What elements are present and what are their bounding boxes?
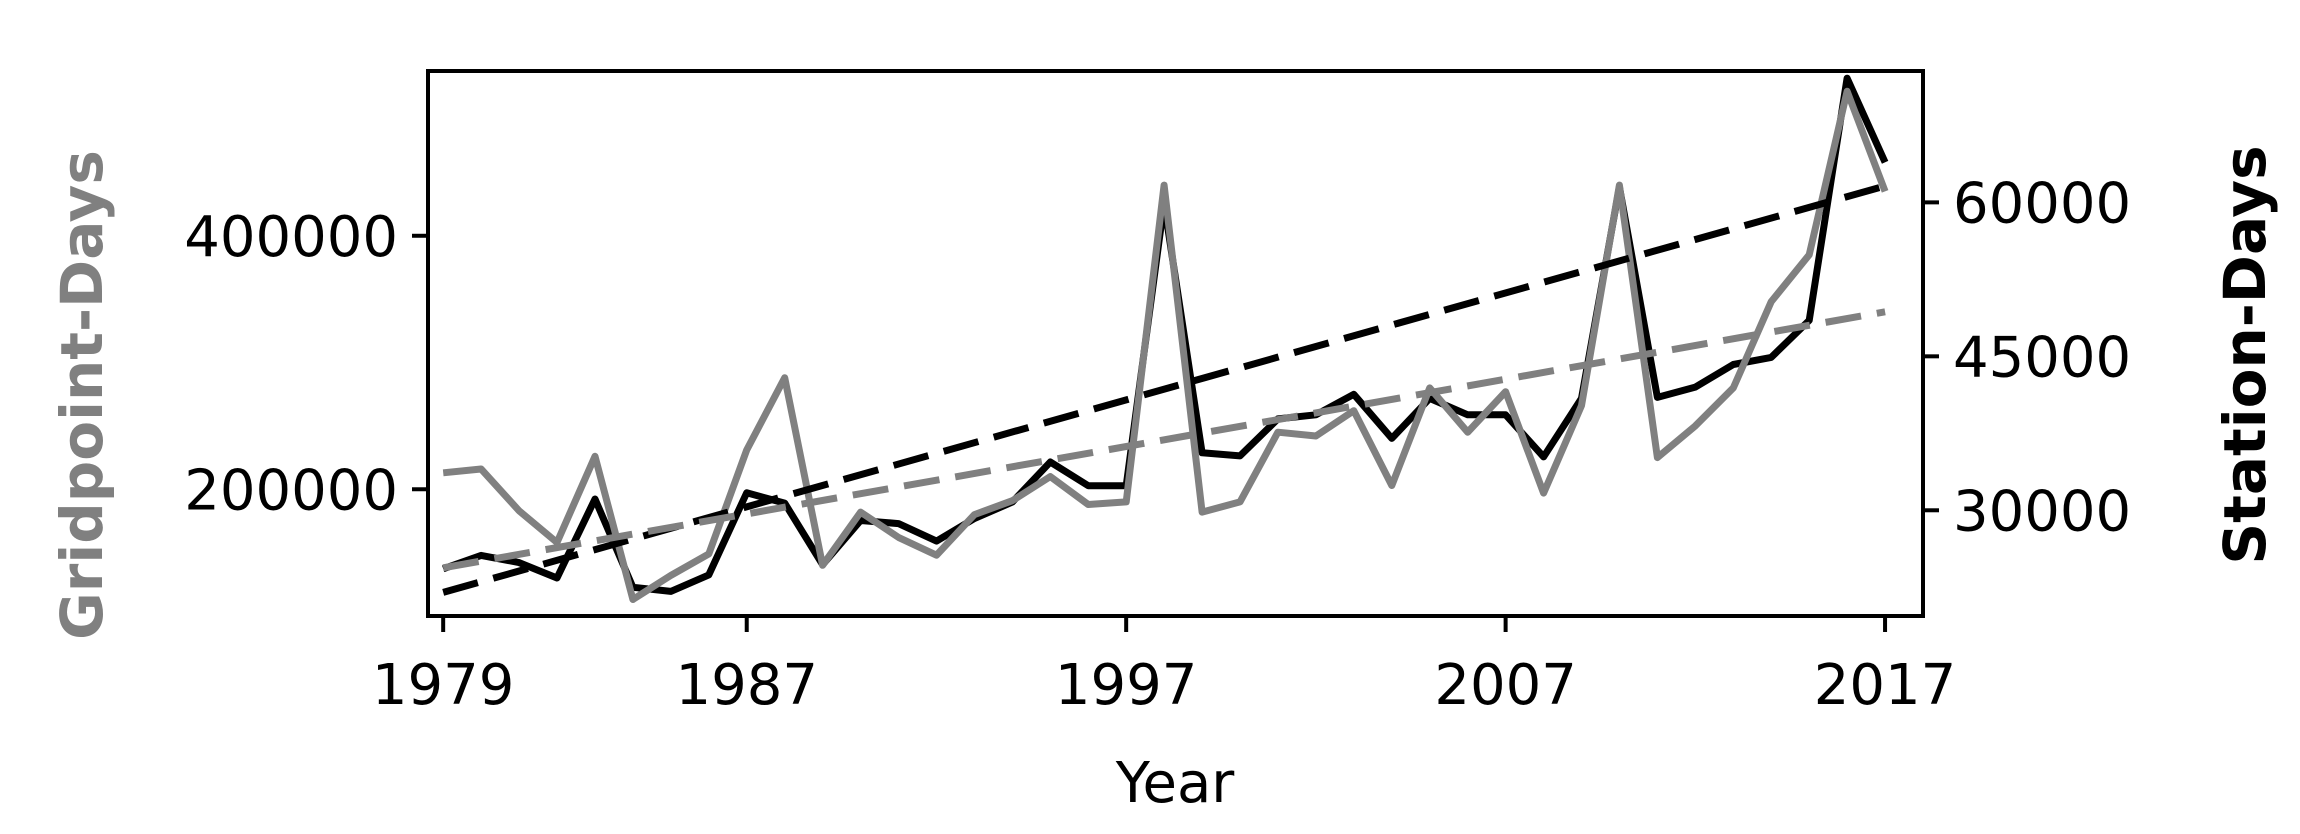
x-tick-label: 1979 — [372, 653, 515, 718]
series-layer — [442, 74, 1889, 603]
y-left-tick-label: 200000 — [184, 458, 398, 523]
plot-frame — [426, 69, 1925, 618]
trend-line-station-days — [442, 182, 1887, 596]
x-tick-label: 2007 — [1434, 653, 1577, 718]
series-line-gridpoint-days — [442, 87, 1889, 603]
y-left-tick-label: 400000 — [184, 205, 398, 270]
x-axis-title: Year — [1115, 751, 1236, 816]
ticks-layer: 1979 1987 1997 2007 2017 200000 400000 30000 450… — [184, 171, 2131, 718]
y-right-tick-label: 30000 — [1953, 479, 2131, 544]
series-line-station-days — [442, 74, 1889, 595]
right-axis-title: Station-Days — [2211, 145, 2279, 564]
y-right-tick-label: 60000 — [1953, 171, 2131, 236]
y-right-tick-label: 45000 — [1953, 325, 2131, 390]
x-tick-label: 1997 — [1055, 653, 1198, 718]
trend-line-gridpoint-days — [442, 308, 1886, 572]
left-axis-title: Gridpoint-Days — [48, 150, 116, 640]
x-tick-label: 2017 — [1814, 653, 1957, 718]
x-tick-label: 1987 — [675, 653, 818, 718]
